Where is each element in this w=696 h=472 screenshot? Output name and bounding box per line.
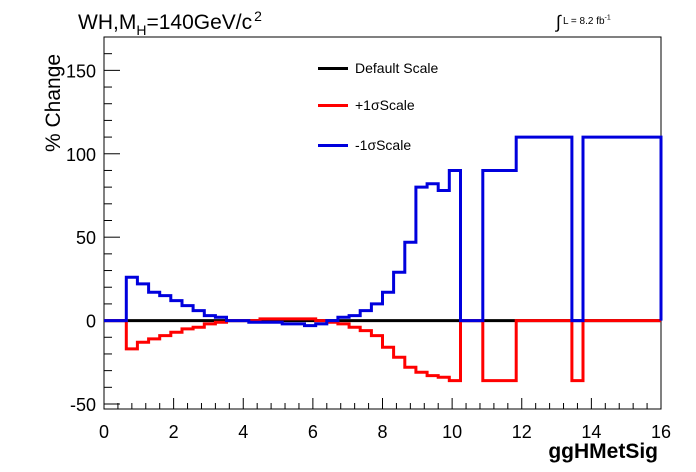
x-tick-label: 2 — [169, 422, 179, 442]
y-tick-label: 0 — [86, 312, 96, 332]
x-tick-label: 8 — [377, 422, 387, 442]
legend-item-plus1sigma: +1σScale — [318, 97, 415, 113]
x-tick-label: 14 — [581, 422, 601, 442]
x-tick-label: 6 — [308, 422, 318, 442]
legend-label-plus1sigma: +1σScale — [355, 97, 415, 113]
y-tick-label: -50 — [70, 395, 96, 415]
x-tick-label: 10 — [442, 422, 462, 442]
x-axis-label: ggHMetSig — [548, 440, 658, 463]
x-tick-label: 16 — [651, 422, 671, 442]
y-tick-label: 150 — [66, 61, 96, 81]
y-tick-label: 50 — [76, 228, 96, 248]
x-tick-label: 12 — [512, 422, 532, 442]
legend-swatch-minus1sigma — [318, 143, 348, 147]
plot-frame — [103, 36, 662, 410]
legend-label-minus1sigma: -1σScale — [355, 137, 412, 153]
legend-label-default: Default Scale — [355, 60, 439, 76]
chart-title: WH,MH=140GeV/c 2 — [78, 8, 262, 38]
series-plus1sigma — [104, 317, 661, 383]
y-axis-label: % Change — [42, 53, 65, 152]
legend-swatch-plus1sigma — [318, 103, 348, 107]
x-tick-label: 0 — [99, 422, 109, 442]
x-tick-label: 4 — [238, 422, 248, 442]
luminosity-label: ∫ L = 8.2 fb-1 — [556, 12, 611, 32]
y-tick-label: 100 — [66, 145, 96, 165]
legend-item-minus1sigma: -1σScale — [318, 137, 411, 153]
series-minus1sigma — [104, 135, 663, 328]
legend-item-default: Default Scale — [318, 60, 438, 76]
legend-swatch-default — [318, 66, 348, 70]
